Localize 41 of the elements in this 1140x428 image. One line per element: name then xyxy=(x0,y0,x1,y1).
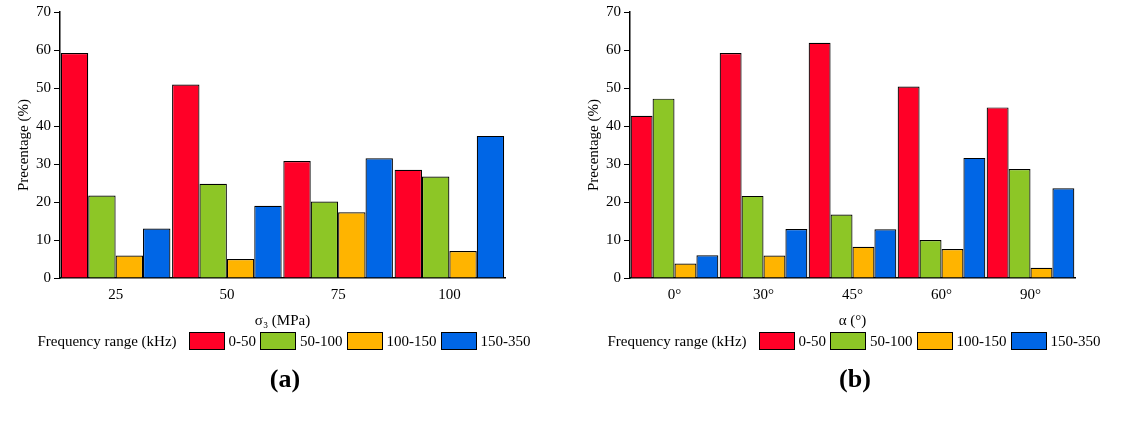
y-tick-label: 60 xyxy=(36,40,51,57)
x-tick-label: 30° xyxy=(753,285,774,302)
y-tick-label: 50 xyxy=(606,78,621,95)
x-axis-title: σ₃ (MPa) xyxy=(254,311,311,329)
y-tick-label: 10 xyxy=(36,230,51,247)
legend-label: 150-350 xyxy=(480,332,531,350)
text: (b) xyxy=(839,364,871,394)
y-tick-label: 0 xyxy=(613,268,621,285)
x-tick-label: 25 xyxy=(108,285,124,302)
x-tick-label: 50 xyxy=(219,285,235,302)
legend-label: 100-150 xyxy=(386,332,437,350)
legend-label: 150-350 xyxy=(1050,332,1101,350)
y-tick-label: 70 xyxy=(36,2,51,19)
x-tick-label: 45° xyxy=(842,285,863,302)
x-tick-label: 0° xyxy=(667,285,682,302)
legend-label: 50-100 xyxy=(300,332,343,350)
text: (a) xyxy=(269,364,301,394)
y-tick-label: 40 xyxy=(36,116,51,133)
y-tick-label: 0 xyxy=(43,268,51,285)
x-axis-title: α (°) xyxy=(838,311,867,329)
y-tick-label: 40 xyxy=(606,116,621,133)
legend-label: 100-150 xyxy=(956,332,1007,350)
legend-label: 0-50 xyxy=(228,332,257,350)
x-tick-label: 90° xyxy=(1020,285,1041,302)
y-tick-label: 20 xyxy=(36,192,51,209)
y-tick-label: 20 xyxy=(606,192,621,209)
y-axis-title: Precentage (%) xyxy=(584,98,602,192)
y-tick-label: 60 xyxy=(606,40,621,57)
y-tick-label: 30 xyxy=(36,154,51,171)
x-tick-label: 75 xyxy=(330,285,346,302)
legend-label: 50-100 xyxy=(870,332,913,350)
y-tick-label: 50 xyxy=(36,78,51,95)
y-tick-label: 70 xyxy=(606,2,621,19)
y-tick-label: 30 xyxy=(606,154,621,171)
legend-title: Frequency range (kHz) xyxy=(37,332,177,350)
x-tick-label: 60° xyxy=(931,285,952,302)
legend-label: 0-50 xyxy=(798,332,827,350)
y-axis-title: Precentage (%) xyxy=(14,98,32,192)
x-tick-label: 100 xyxy=(438,285,461,302)
legend-title: Frequency range (kHz) xyxy=(607,332,747,350)
y-tick-label: 10 xyxy=(606,230,621,247)
